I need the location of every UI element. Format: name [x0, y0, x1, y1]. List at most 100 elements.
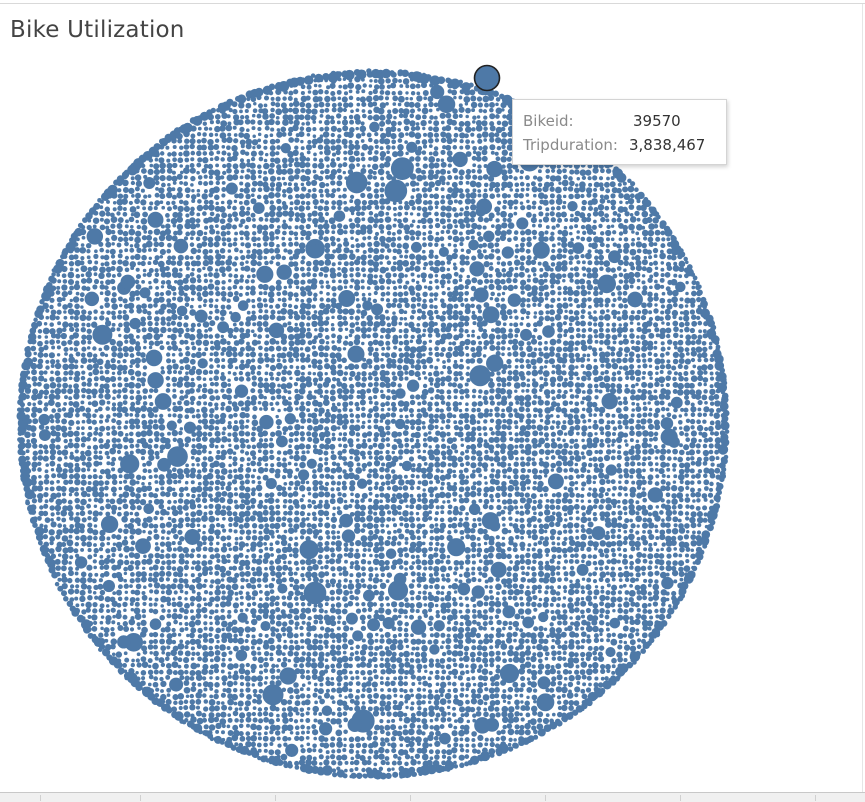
bike-bubble[interactable] [160, 271, 167, 278]
bike-bubble[interactable] [268, 248, 275, 254]
bike-bubble[interactable] [85, 407, 91, 413]
bike-bubble[interactable] [576, 376, 580, 381]
bike-bubble[interactable] [140, 352, 146, 358]
bike-bubble[interactable] [189, 309, 197, 316]
bike-bubble[interactable] [288, 256, 294, 261]
bike-bubble[interactable] [300, 217, 307, 224]
bike-bubble[interactable] [475, 206, 487, 217]
bike-bubble[interactable] [600, 216, 606, 223]
bike-bubble[interactable] [386, 346, 391, 351]
bike-bubble[interactable] [416, 302, 421, 307]
bike-bubble[interactable] [481, 149, 488, 156]
bike-bubble[interactable] [386, 173, 393, 181]
bike-bubble[interactable] [307, 279, 312, 284]
bike-bubble[interactable] [385, 78, 391, 84]
bike-bubble[interactable] [616, 310, 621, 315]
bike-bubble[interactable] [440, 322, 447, 328]
bike-bubble[interactable] [343, 247, 350, 254]
bike-bubble[interactable] [631, 408, 635, 412]
bike-bubble[interactable] [482, 192, 489, 199]
bike-bubble[interactable] [348, 155, 356, 163]
bike-bubble[interactable] [209, 320, 216, 327]
bike-bubble[interactable] [428, 126, 433, 132]
bike-bubble[interactable] [80, 357, 88, 364]
bike-bubble[interactable] [128, 418, 136, 425]
bike-bubble[interactable] [586, 236, 592, 243]
bike-bubble[interactable] [372, 339, 379, 346]
bike-bubble[interactable] [160, 369, 166, 375]
bike-bubble[interactable] [38, 346, 45, 353]
bike-bubble[interactable] [294, 137, 300, 143]
bike-bubble[interactable] [543, 389, 551, 396]
bike-bubble[interactable] [343, 240, 350, 247]
bike-bubble[interactable] [342, 406, 348, 412]
bike-bubble[interactable] [112, 389, 118, 394]
bike-bubble[interactable] [628, 418, 635, 425]
bike-bubble[interactable] [68, 356, 76, 364]
bike-bubble[interactable] [537, 399, 544, 406]
bike-bubble[interactable] [513, 408, 518, 413]
bike-bubble[interactable] [93, 309, 98, 314]
bike-bubble[interactable] [464, 303, 471, 310]
bike-bubble[interactable] [544, 296, 549, 301]
bike-bubble[interactable] [569, 180, 575, 187]
bike-bubble[interactable] [280, 376, 287, 382]
bike-bubble[interactable] [642, 406, 648, 412]
bike-bubble[interactable] [611, 334, 618, 341]
bike-bubble[interactable] [477, 164, 482, 169]
bike-bubble[interactable] [222, 170, 227, 176]
bike-bubble[interactable] [624, 211, 630, 217]
bike-bubble[interactable] [405, 132, 409, 136]
bike-bubble[interactable] [80, 339, 87, 345]
bike-bubble[interactable] [329, 271, 337, 279]
bike-bubble[interactable] [593, 322, 598, 327]
bike-bubble[interactable] [647, 412, 653, 417]
bike-bubble[interactable] [81, 309, 87, 315]
bike-bubble[interactable] [262, 235, 270, 242]
bike-bubble[interactable] [196, 162, 202, 168]
bike-bubble[interactable] [472, 150, 477, 155]
bike-bubble[interactable] [177, 413, 183, 419]
bike-bubble[interactable] [377, 107, 385, 115]
bike-bubble[interactable] [116, 394, 122, 399]
bike-bubble[interactable] [27, 401, 32, 407]
bike-bubble[interactable] [385, 395, 391, 401]
bike-bubble[interactable] [556, 308, 564, 315]
bike-bubble[interactable] [592, 167, 599, 174]
bike-bubble[interactable] [300, 182, 305, 187]
bike-bubble[interactable] [519, 255, 526, 261]
bike-bubble[interactable] [567, 345, 574, 353]
bike-bubble[interactable] [204, 329, 209, 333]
bike-bubble[interactable] [599, 340, 604, 345]
bike-bubble[interactable] [671, 414, 677, 420]
bike-bubble[interactable] [335, 144, 342, 151]
bike-bubble[interactable] [636, 248, 642, 254]
bike-bubble[interactable] [202, 321, 210, 328]
bike-bubble[interactable] [80, 256, 85, 261]
bike-bubble[interactable] [605, 328, 611, 333]
bike-bubble[interactable] [238, 210, 246, 217]
bike-bubble[interactable] [36, 393, 43, 400]
bike-bubble[interactable] [275, 235, 279, 240]
bike-bubble[interactable] [336, 369, 344, 377]
bike-bubble[interactable] [336, 187, 341, 192]
bike-bubble[interactable] [319, 290, 323, 295]
bike-bubble[interactable] [141, 224, 148, 231]
bike-bubble[interactable] [582, 230, 587, 235]
bike-bubble[interactable] [300, 357, 306, 363]
bike-bubble[interactable] [99, 366, 103, 370]
bike-bubble[interactable] [61, 265, 68, 273]
bike-bubble[interactable] [209, 279, 213, 283]
bike-bubble[interactable] [63, 346, 69, 353]
bike-bubble[interactable] [227, 420, 232, 425]
bike-bubble[interactable] [190, 236, 194, 241]
bike-bubble[interactable] [648, 316, 654, 322]
bike-bubble[interactable] [476, 315, 483, 323]
bike-bubble[interactable] [176, 229, 183, 236]
bike-bubble[interactable] [415, 83, 421, 89]
bike-bubble[interactable] [281, 395, 286, 400]
bike-bubble[interactable] [112, 396, 116, 401]
bike-bubble[interactable] [120, 274, 136, 290]
bike-bubble[interactable] [550, 262, 556, 267]
bike-bubble[interactable] [258, 103, 263, 109]
